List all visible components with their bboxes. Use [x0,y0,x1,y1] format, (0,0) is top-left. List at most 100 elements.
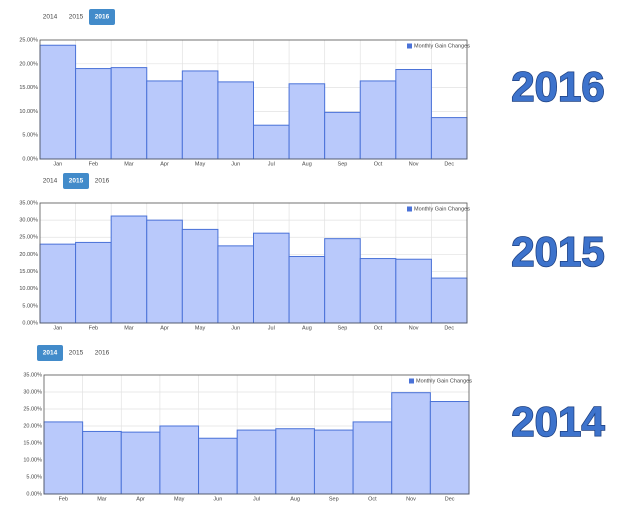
x-tick-label: Jun [231,161,240,167]
bar [430,117,468,160]
x-tick-label: Sep [338,325,348,331]
bar [324,111,361,160]
y-tick-label: 30.00% [19,218,38,224]
y-tick-label: 0.00% [22,320,38,326]
bar [359,258,397,324]
y-tick-label: 15.00% [23,440,42,446]
tab[interactable]: 2014 [43,178,58,185]
bar [110,215,148,324]
y-tick-label: 30.00% [23,389,42,395]
x-tick-label: Apr [136,496,145,502]
bar [217,245,255,324]
bar [198,437,238,495]
y-tick-label: 5.00% [22,133,38,139]
y-tick-label: 0.00% [22,156,38,162]
y-tick-label: 10.00% [23,457,42,463]
bar [253,124,290,160]
legend-swatch [407,206,412,212]
tab-active-bg[interactable] [63,173,89,189]
tab[interactable]: 2016 [95,178,110,185]
y-tick-label: 25.00% [23,406,42,412]
x-tick-label: Jan [53,161,62,167]
y-tick-label: 10.00% [19,109,38,115]
tab-active-bg[interactable] [89,9,115,25]
y-tick-label: 35.00% [19,200,38,206]
bar [430,277,468,324]
x-tick-label: Sep [338,161,348,167]
bar [39,243,77,324]
x-tick-label: Dec [444,325,454,331]
legend-label: Monthly Gain Changes [414,43,470,49]
x-tick-label: Oct [374,161,383,167]
bar [120,431,161,495]
y-tick-label: 15.00% [19,85,38,91]
y-tick-label: 20.00% [19,252,38,258]
bar [395,69,432,160]
tab[interactable]: 2016 [95,14,110,21]
tab[interactable]: 2015 [69,178,84,185]
tab[interactable]: 2015 [69,14,84,21]
tab[interactable]: 2014 [43,350,58,357]
bar [324,238,361,324]
x-tick-label: Feb [89,325,98,331]
bar [359,80,397,160]
tab[interactable]: 2014 [43,14,58,21]
x-tick-label: Feb [59,496,68,502]
x-tick-label: Mar [124,325,134,331]
tab[interactable]: 2016 [95,350,110,357]
bar [43,421,84,495]
bar [110,67,148,160]
legend-swatch [407,43,412,49]
y-tick-label: 0.00% [26,491,42,497]
x-tick-label: Jul [253,496,260,502]
bar [395,258,432,324]
legend-swatch [409,378,414,384]
x-tick-label: Oct [368,496,377,502]
bar [275,428,315,495]
bar [429,401,470,495]
x-tick-label: May [174,496,185,502]
x-tick-label: Jul [268,325,275,331]
bar [288,83,326,160]
y-tick-label: 35.00% [23,372,42,378]
bar [82,430,122,495]
plot-border [39,39,468,160]
bar [159,425,200,495]
x-tick-label: Apr [160,325,169,331]
plot-border [39,202,468,324]
year-label: 2016 [511,63,604,110]
y-tick-label: 20.00% [23,423,42,429]
bar [236,429,277,495]
bar [313,429,354,495]
bar [146,219,183,324]
y-tick-label: 5.00% [22,303,38,309]
x-tick-label: Apr [160,161,169,167]
x-tick-label: Jun [231,325,240,331]
plot-border [43,374,470,495]
x-tick-label: Sep [329,496,339,502]
bar [217,81,255,160]
bar [391,392,431,495]
bar [39,44,77,160]
x-tick-label: Nov [409,325,419,331]
y-tick-label: 20.00% [19,61,38,67]
x-tick-label: Feb [89,161,98,167]
x-tick-label: Jan [53,325,62,331]
y-tick-label: 25.00% [19,235,38,241]
x-tick-label: Dec [445,496,455,502]
tab-active-bg[interactable] [37,345,63,361]
year-label: 2015 [511,228,604,275]
x-tick-label: Nov [406,496,416,502]
legend-label: Monthly Gain Changes [414,206,470,212]
bar [181,70,219,160]
y-tick-label: 10.00% [19,286,38,292]
tab[interactable]: 2015 [69,350,84,357]
x-tick-label: May [195,325,206,331]
bar [146,80,183,160]
bar [288,255,326,324]
y-tick-label: 5.00% [26,474,42,480]
x-tick-label: Aug [290,496,300,502]
bar [253,232,290,324]
x-tick-label: Mar [97,496,107,502]
